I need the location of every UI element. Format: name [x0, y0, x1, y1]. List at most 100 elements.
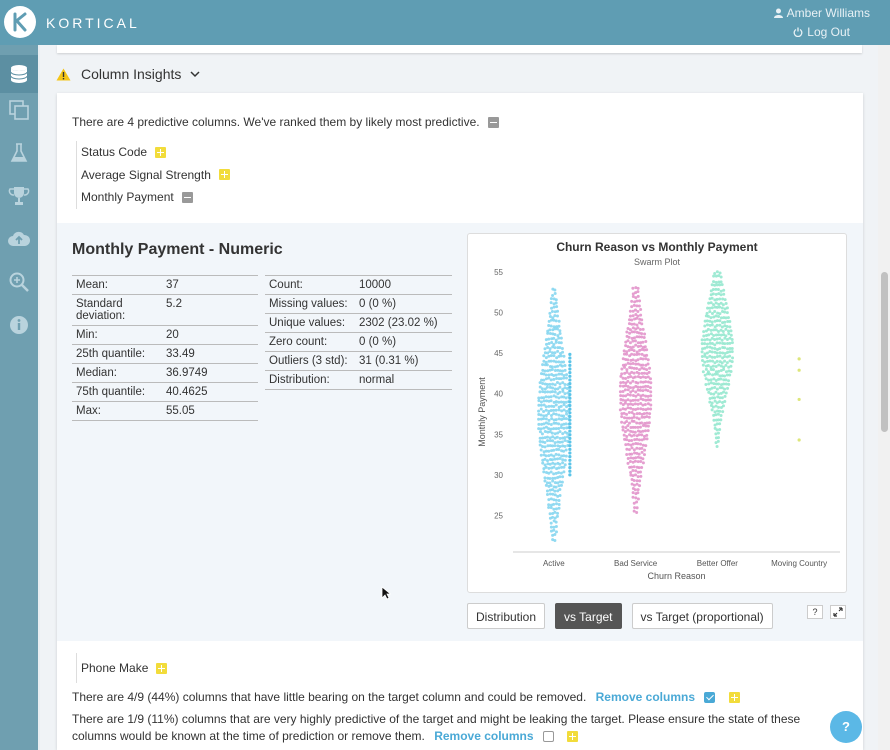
expand-chart-button[interactable]: [830, 605, 846, 619]
swarm-point: [621, 390, 625, 394]
swarm-point: [546, 459, 550, 463]
swarm-point: [544, 454, 548, 458]
sidebar-item-leaderboard[interactable]: [7, 184, 31, 208]
swarm-point: [635, 451, 639, 455]
swarm-point: [647, 370, 651, 374]
swarm-point: [631, 407, 635, 411]
sidebar-item-data[interactable]: [0, 55, 38, 93]
remove-leaking-checkbox[interactable]: [542, 731, 554, 743]
swarm-point: [639, 442, 643, 446]
collapse-toggle[interactable]: [181, 191, 193, 203]
swarm-point: [624, 344, 628, 348]
column-item-monthly-payment[interactable]: Monthly Payment: [81, 186, 230, 209]
column-insights-header[interactable]: Column Insights: [56, 66, 200, 82]
expand-removable-toggle[interactable]: [728, 692, 740, 704]
swarm-point: [537, 413, 541, 417]
swarm-point: [636, 294, 640, 298]
swarm-point: [637, 372, 641, 376]
swarm-point: [542, 450, 546, 454]
swarm-point: [558, 346, 562, 350]
swarm-point: [714, 287, 718, 291]
swarm-point: [557, 417, 561, 421]
expand-toggle[interactable]: [155, 146, 167, 158]
swarm-point: [797, 397, 801, 402]
chart-help-button[interactable]: ?: [807, 605, 823, 619]
swarm-point: [701, 347, 705, 351]
swarm-point: [728, 373, 732, 377]
kortical-logo[interactable]: [4, 6, 36, 38]
sidebar-item-lab[interactable]: [7, 141, 31, 165]
swarm-point: [700, 338, 704, 342]
swarm-point: [551, 538, 555, 542]
remove-leaking-columns-link[interactable]: Remove columns: [434, 729, 534, 743]
swarm-point: [545, 399, 549, 403]
swarm-point: [718, 386, 722, 390]
swarm-point: [714, 404, 718, 408]
swarm-point: [704, 367, 708, 371]
swarm-point: [714, 280, 718, 284]
swarm-point: [716, 311, 720, 315]
vs-target-proportional-button[interactable]: vs Target (proportional): [631, 603, 773, 629]
swarm-point: [625, 452, 629, 456]
copy-icon: [9, 100, 29, 120]
remove-columns-checkbox[interactable]: [704, 692, 716, 704]
swarm-point: [644, 380, 648, 384]
column-item-status-code[interactable]: Status Code: [81, 141, 230, 164]
predictive-columns-list: Status Code Average Signal Strength Mont…: [76, 141, 230, 209]
swarm-point: [634, 327, 638, 331]
swarm-point: [635, 506, 639, 510]
swarm-point: [538, 390, 542, 394]
swarm-point: [620, 372, 624, 376]
swarm-point: [720, 374, 724, 378]
swarm-point: [545, 363, 549, 367]
swarm-point: [718, 336, 722, 340]
collapse-all-toggle[interactable]: [487, 116, 499, 128]
stat-value: 37: [162, 275, 258, 295]
swarm-point: [624, 394, 628, 398]
scrollbar[interactable]: [878, 45, 890, 750]
swarm-point: [538, 381, 542, 385]
swarm-point: [544, 338, 548, 342]
swarm-point: [705, 351, 709, 355]
user-menu[interactable]: Amber Williams: [773, 6, 870, 20]
swarm-point: [641, 340, 645, 344]
swarm-point: [632, 509, 636, 513]
sidebar-item-deploy[interactable]: [7, 227, 31, 251]
swarm-point: [561, 381, 565, 385]
chevron-down-icon[interactable]: [190, 70, 200, 78]
swarm-point: [557, 396, 561, 400]
swarm-point: [621, 357, 625, 361]
logout-button[interactable]: Log Out: [793, 25, 850, 39]
swarm-point: [717, 405, 721, 409]
vs-target-button[interactable]: vs Target: [555, 603, 622, 629]
swarm-point: [706, 306, 710, 310]
swarm-point: [644, 398, 648, 402]
swarm-point: [554, 340, 558, 344]
scrollbar-thumb[interactable]: [881, 272, 888, 432]
sidebar-item-info[interactable]: [7, 313, 31, 337]
swarm-point: [551, 316, 555, 320]
swarm-point: [628, 459, 632, 463]
swarm-point: [644, 444, 648, 448]
column-item-average-signal-strength[interactable]: Average Signal Strength: [81, 164, 230, 187]
help-chat-button[interactable]: ?: [830, 711, 862, 743]
swarm-point: [635, 335, 639, 339]
swarm-point: [568, 414, 572, 419]
expand-toggle[interactable]: [156, 662, 168, 674]
swarm-point: [556, 387, 560, 391]
swarm-point: [558, 385, 562, 389]
swarm-point: [635, 421, 639, 425]
swarm-point: [633, 375, 637, 379]
previous-card: [57, 45, 862, 53]
warning-icon: [56, 68, 71, 80]
swarm-point: [552, 498, 556, 502]
sidebar-item-explore[interactable]: [7, 270, 31, 294]
sidebar-item-copy[interactable]: [7, 98, 31, 122]
swarm-point: [705, 311, 709, 315]
swarm-point: [711, 368, 715, 372]
column-item-phone-make[interactable]: Phone Make: [76, 653, 168, 683]
remove-columns-link[interactable]: Remove columns: [595, 690, 696, 704]
expand-toggle[interactable]: [218, 169, 230, 181]
distribution-button[interactable]: Distribution: [467, 603, 546, 629]
expand-leaking-toggle[interactable]: [567, 731, 579, 743]
